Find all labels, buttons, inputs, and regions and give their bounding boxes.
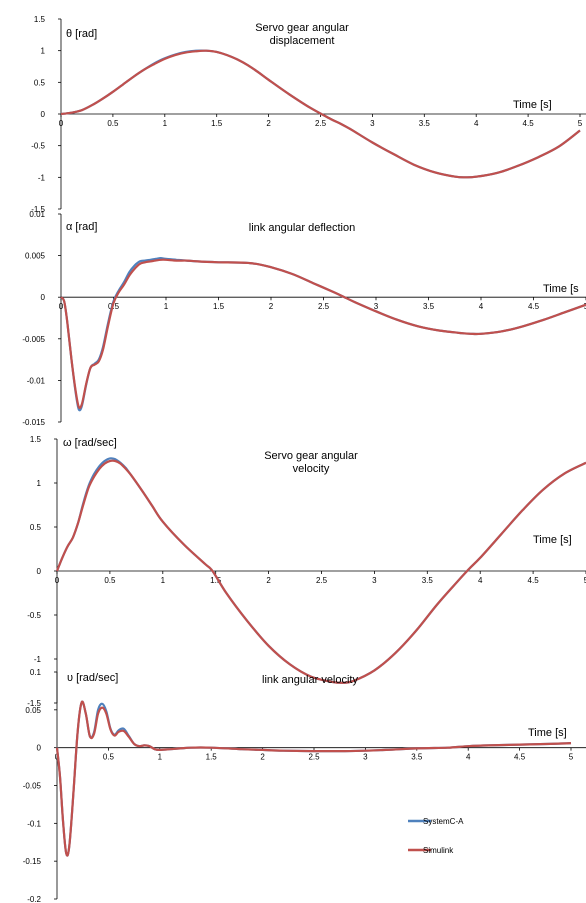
chart-title: link angular deflection (249, 222, 355, 234)
x-tick-label: 1.5 (211, 119, 223, 128)
x-tick-label: 3.5 (423, 302, 435, 311)
y-tick-label: 0 (41, 293, 46, 302)
x-tick-label: 3 (374, 302, 379, 311)
chart-panel-2: 0.01 0.005 0 -0.005 -0.01 -0.015 0 0.5 1 1.5 2 2.5 3… (22, 210, 586, 427)
x-tick-label: 2 (260, 753, 265, 762)
y-tick-label: 0.5 (30, 523, 42, 532)
x-tick-label: 3 (370, 119, 375, 128)
y-axis-label: ω [rad/sec] (63, 437, 117, 449)
legend: SystemC-A Simulink (408, 817, 464, 855)
x-tick-label: 1 (161, 576, 166, 585)
x-tick-label: 2.5 (318, 302, 330, 311)
y-tick-label: 0 (37, 567, 42, 576)
y-tick-label: -0.2 (27, 895, 41, 903)
y-tick-label: -0.05 (23, 782, 42, 791)
x-tick-label: 0 (59, 302, 64, 311)
series-line-systemc-a (55, 700, 572, 857)
x-tick-label: 1 (158, 753, 163, 762)
y-tick-label: 0.5 (34, 78, 46, 87)
y-tick-label: -0.5 (27, 611, 41, 620)
chart-panel-1: 1.5 1 0.5 0 -0.5 -1 -1.5 0 0.5 1 1.5 2 2.5 3 3.5 4 4.5 5 S… (31, 15, 586, 214)
series-line-systemc-a (55, 457, 586, 684)
y-tick-label: -1 (38, 173, 46, 182)
y-axis-label: θ [rad] (66, 28, 97, 40)
y-tick-label: -0.5 (31, 142, 45, 151)
series-line-systemc-a (60, 257, 586, 412)
x-tick-label: 2 (266, 119, 271, 128)
x-tick-label: 2 (269, 302, 274, 311)
x-tick-label: 0 (59, 119, 64, 128)
x-tick-label: 2.5 (308, 753, 320, 762)
chart-title: displacement (270, 35, 335, 47)
y-tick-label: -1.5 (31, 205, 45, 214)
x-axis-label: Time [s] (533, 534, 572, 546)
x-tick-label: 4.5 (528, 576, 540, 585)
y-tick-label: 1 (41, 47, 46, 56)
y-tick-label: -1 (34, 655, 42, 664)
chart-panel-4: 0.10.050-0.05-0.1-0.15-0.20 0.5 1 1.5 2 2.5 3 3… (23, 668, 586, 903)
x-tick-label: 5 (584, 576, 586, 585)
chart-title: link angular velocity (262, 674, 358, 686)
x-tick-label: 3.5 (411, 753, 423, 762)
x-tick-label: 1.5 (213, 302, 225, 311)
x-tick-label: 1.5 (210, 576, 222, 585)
x-tick-label: 3.5 (422, 576, 434, 585)
x-tick-label: 0.5 (107, 119, 119, 128)
x-axis-label: Time [s] (528, 727, 567, 739)
chart-title: Servo gear angular (264, 450, 358, 462)
chart-title: Servo gear angular (255, 22, 349, 34)
y-tick-label: 0.05 (25, 706, 41, 715)
y-tick-label: 1 (37, 479, 42, 488)
x-tick-label: 1 (164, 302, 169, 311)
x-tick-label: 5 (584, 302, 586, 311)
x-tick-label: 2.5 (316, 576, 328, 585)
x-tick-label: 4.5 (528, 302, 540, 311)
x-tick-label: 0.5 (108, 302, 120, 311)
x-tick-label: 1.5 (206, 753, 218, 762)
y-tick-label: -0.015 (22, 418, 45, 427)
y-tick-label: -0.15 (23, 857, 42, 866)
x-tick-label: 0.5 (103, 753, 115, 762)
x-tick-label: 5 (569, 753, 574, 762)
y-tick-label: 0 (37, 744, 42, 753)
x-tick-label: 4 (478, 576, 483, 585)
x-tick-label: 1 (163, 119, 168, 128)
y-tick-label: 1.5 (30, 435, 42, 444)
x-tick-label: 0 (55, 576, 60, 585)
x-tick-label: 2 (266, 576, 271, 585)
y-tick-label: 0.01 (29, 210, 45, 219)
x-tick-label: 4.5 (514, 753, 526, 762)
y-axis-label: α [rad] (66, 221, 97, 233)
x-tick-label: 5 (578, 119, 583, 128)
x-tick-label: 3 (363, 753, 368, 762)
y-tick-label: 0.005 (25, 252, 46, 261)
x-tick-label: 4.5 (523, 119, 535, 128)
x-axis-label: Time [s] (513, 99, 552, 111)
series-line-simulink (55, 700, 572, 857)
y-tick-label: 0 (41, 110, 46, 119)
x-tick-label: 3.5 (419, 119, 431, 128)
legend-label: SystemC-A (423, 817, 464, 826)
chart-title: velocity (293, 463, 330, 475)
series-line-simulink (60, 49, 581, 179)
y-tick-label: -1.5 (27, 699, 41, 708)
x-tick-label: 2.5 (315, 119, 327, 128)
x-axis-label: Time [s (543, 283, 579, 295)
x-tick-label: 0.5 (104, 576, 116, 585)
y-tick-label: 0.1 (30, 668, 42, 677)
x-tick-label: 4 (466, 753, 471, 762)
y-axis-label: υ [rad/sec] (67, 672, 118, 684)
series-line-simulink (60, 258, 586, 410)
y-tick-label: 1.5 (34, 15, 46, 24)
y-tick-label: -0.01 (27, 376, 46, 385)
x-tick-label: 3 (372, 576, 377, 585)
y-tick-label: -0.1 (27, 819, 41, 828)
x-tick-label: 4 (474, 119, 479, 128)
legend-label: Simulink (423, 846, 454, 855)
x-tick-label: 4 (479, 302, 484, 311)
series-line-simulink (55, 459, 586, 684)
y-tick-label: -0.005 (22, 335, 45, 344)
chart-panel-3: 1.5 1 0.5 0 -0.5 -1 -1.5 0 0.5 1 1.5 2 2.5 3 3.5 4 4.5 5 S… (27, 435, 586, 708)
